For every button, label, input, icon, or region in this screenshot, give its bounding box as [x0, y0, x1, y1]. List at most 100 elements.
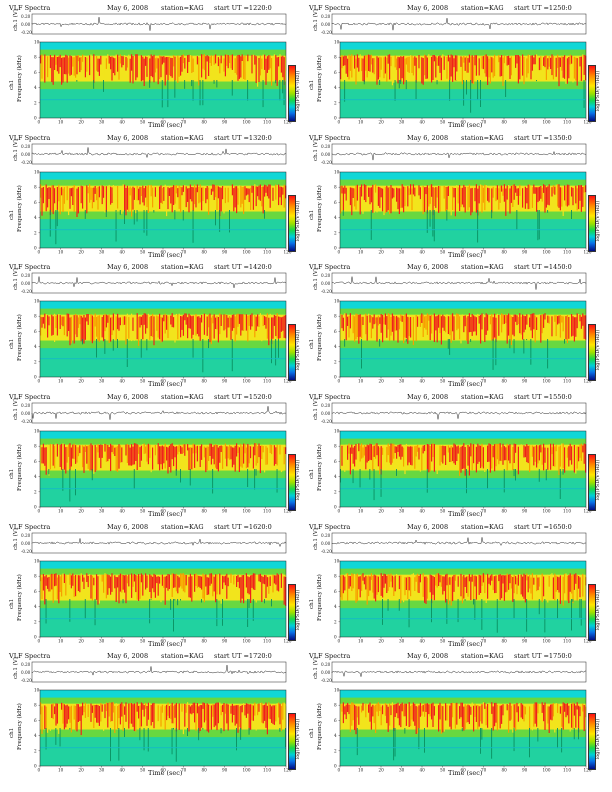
trace-tick-label: -0.20: [21, 549, 32, 554]
x-tick-label: 120: [584, 639, 592, 644]
waveform-trace: ch.1 (V) 0.20 0.00 -0.20: [12, 657, 287, 683]
trace-tick-label: 0.20: [321, 144, 331, 149]
y-tick-label: 6: [334, 589, 337, 594]
x-tick-label: 60: [161, 768, 167, 773]
colorbar: [588, 584, 596, 641]
x-tick-label: 10: [358, 509, 364, 514]
x-tick-label: 20: [79, 509, 85, 514]
x-tick-label: 40: [120, 120, 126, 125]
x-tick-label: 120: [584, 509, 592, 514]
x-tick-label: 50: [440, 639, 446, 644]
panel-date: May 6, 2008: [107, 263, 149, 271]
panel-station: station=KAG: [461, 134, 504, 142]
y-tick-label: 6: [34, 459, 37, 464]
trace-line: [31, 664, 287, 676]
x-tick-label: 0: [38, 509, 41, 514]
x-tick-label: 120: [284, 250, 292, 255]
y-tick-label: 4: [334, 215, 337, 220]
trace-line: [331, 670, 587, 677]
y-tick-label: 6: [334, 718, 337, 723]
x-tick-label: 50: [440, 768, 446, 773]
y-tick-label: 2: [334, 359, 337, 364]
colorbar: [588, 454, 596, 511]
trace-tick-label: -0.20: [21, 289, 32, 294]
x-tick-label: 110: [563, 768, 571, 773]
x-tick-label: 110: [263, 509, 271, 514]
waveform-trace: ch.1 (V) 0.20 0.00 -0.20: [312, 268, 587, 294]
x-tick-label: 110: [563, 250, 571, 255]
y-tick-label: 6: [34, 718, 37, 723]
x-tick-label: 50: [140, 639, 146, 644]
spectrogram-channel-label: ch1: [9, 599, 15, 609]
panel-header: VLF Spectra May 6, 2008 station=KAG start U…: [309, 4, 595, 13]
x-tick-label: 90: [522, 379, 528, 384]
colorbar: [288, 713, 296, 770]
y-tick-label: 8: [334, 185, 337, 190]
y-tick-label: 10: [334, 170, 340, 175]
spectrogram-channel-label: ch1: [309, 599, 315, 609]
trace-tick-label: -0.20: [321, 160, 332, 165]
x-tick-label: 90: [522, 509, 528, 514]
x-tick-label: 60: [461, 379, 467, 384]
x-tick-label: 50: [140, 250, 146, 255]
y-tick-label: 6: [34, 589, 37, 594]
x-tick-label: 100: [543, 120, 551, 125]
trace-tick-label: -0.20: [21, 30, 32, 35]
x-tick-label: 20: [379, 509, 385, 514]
trace-tick-label: 0.00: [321, 281, 331, 286]
trace-y-label: ch.1 (V): [312, 139, 319, 161]
y-tick-label: 6: [334, 329, 337, 334]
x-tick-label: 110: [563, 509, 571, 514]
x-tick-label: 40: [420, 639, 426, 644]
panel-title: VLF Spectra: [9, 523, 51, 531]
trace-tick-label: 0.00: [21, 411, 31, 416]
trace-tick-label: -0.20: [21, 419, 32, 424]
spectrogram-y-label: Frequency (kHz): [316, 444, 323, 491]
x-axis-title: Time (sec): [448, 121, 483, 129]
x-tick-label: 40: [120, 379, 126, 384]
panel-date: May 6, 2008: [407, 263, 449, 271]
x-tick-label: 50: [140, 768, 146, 773]
trace-line: [31, 147, 287, 159]
x-tick-label: 40: [420, 120, 426, 125]
panel-station: station=KAG: [461, 4, 504, 12]
x-tick-label: 60: [161, 639, 167, 644]
x-tick-label: 100: [543, 250, 551, 255]
y-tick-label: 10: [34, 429, 40, 434]
y-tick-label: 0: [34, 764, 37, 769]
spectrogram-y-label: Frequency (kHz): [316, 55, 323, 102]
y-tick-label: 0: [334, 375, 337, 380]
panel-date: May 6, 2008: [407, 4, 449, 12]
panel-title: VLF Spectra: [9, 652, 51, 660]
x-tick-label: 10: [58, 509, 64, 514]
panel-station: station=KAG: [461, 263, 504, 271]
waveform-trace: ch.1 (V) 0.20 0.00 -0.20: [312, 528, 587, 554]
trace-tick-label: 0.00: [21, 541, 31, 546]
x-tick-label: 60: [461, 639, 467, 644]
x-axis-title: Time (sec): [148, 251, 183, 259]
x-tick-label: 60: [161, 250, 167, 255]
y-tick-label: 0: [334, 635, 337, 640]
spectrogram-channel-label: ch1: [9, 728, 15, 738]
trace-tick-label: 0.00: [321, 22, 331, 27]
x-tick-label: 30: [399, 120, 405, 125]
x-tick-label: 40: [420, 768, 426, 773]
panel-title: VLF Spectra: [309, 263, 351, 271]
spectrogram-panel: VLF Spectra May 6, 2008 station=KAG start U…: [305, 522, 601, 648]
x-tick-label: 110: [263, 768, 271, 773]
trace-line: [331, 18, 587, 31]
x-tick-label: 50: [140, 379, 146, 384]
trace-tick-label: 0.20: [321, 14, 331, 19]
trace-y-label: ch.1 (V): [12, 398, 19, 420]
trace-y-label: ch.1 (V): [12, 139, 19, 161]
waveform-trace: ch.1 (V) 0.20 0.00 -0.20: [12, 9, 287, 35]
spectrogram-panel: VLF Spectra May 6, 2008 station=KAG start U…: [5, 133, 301, 259]
trace-y-label: ch.1 (V): [312, 528, 319, 550]
panel-station: station=KAG: [161, 4, 204, 12]
spectrogram-channel-label: ch1: [9, 339, 15, 349]
y-tick-label: 2: [34, 359, 37, 364]
y-tick-label: 0: [34, 116, 37, 121]
